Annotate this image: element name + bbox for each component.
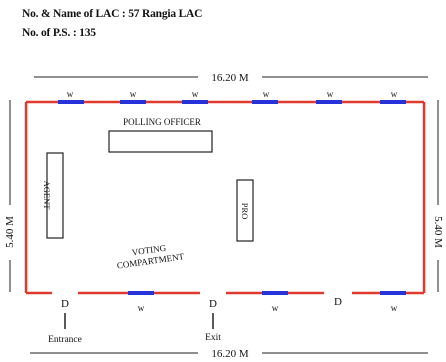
presiding-officer-label: PRO xyxy=(240,203,250,220)
door-label-entrance: D xyxy=(61,298,69,310)
agent-label: AGENT xyxy=(42,181,52,211)
top-window-label-1: w xyxy=(67,89,74,99)
voting-compartment-label-line1: VOTING xyxy=(131,243,167,258)
bottom-window-label-3: w xyxy=(391,303,398,313)
door-label-3: D xyxy=(334,296,342,308)
polling-station-number: No. of P.S. : 135 xyxy=(22,27,96,39)
bottom-window-label-1: w xyxy=(138,303,145,313)
right-dimension-label: 5.40 M xyxy=(432,216,444,248)
agent-table xyxy=(46,152,64,239)
polling-officer-table xyxy=(108,130,213,153)
bottom-dimension-label: 16.20 M xyxy=(211,348,249,360)
door-label-exit: D xyxy=(209,298,217,310)
exit-label: Exit xyxy=(205,333,221,343)
bottom-window-label-2: w xyxy=(272,303,279,313)
lac-title: No. & Name of LAC : 57 Rangia LAC xyxy=(22,8,203,20)
presiding-officer-table xyxy=(236,179,254,242)
entrance-label: Entrance xyxy=(48,335,82,345)
top-window-label-6: w xyxy=(391,89,398,99)
top-dimension-label: 16.20 M xyxy=(211,72,249,84)
top-window-label-2: w xyxy=(130,89,137,99)
top-window-label-4: w xyxy=(263,89,270,99)
polling-officer-label: POLLING OFFICER xyxy=(123,117,201,127)
voting-compartment: VOTING COMPARTMENT xyxy=(116,243,185,271)
top-window-label-5: w xyxy=(327,89,334,99)
left-dimension-label: 5.40 M xyxy=(4,216,16,248)
top-window-label-3: w xyxy=(192,89,199,99)
